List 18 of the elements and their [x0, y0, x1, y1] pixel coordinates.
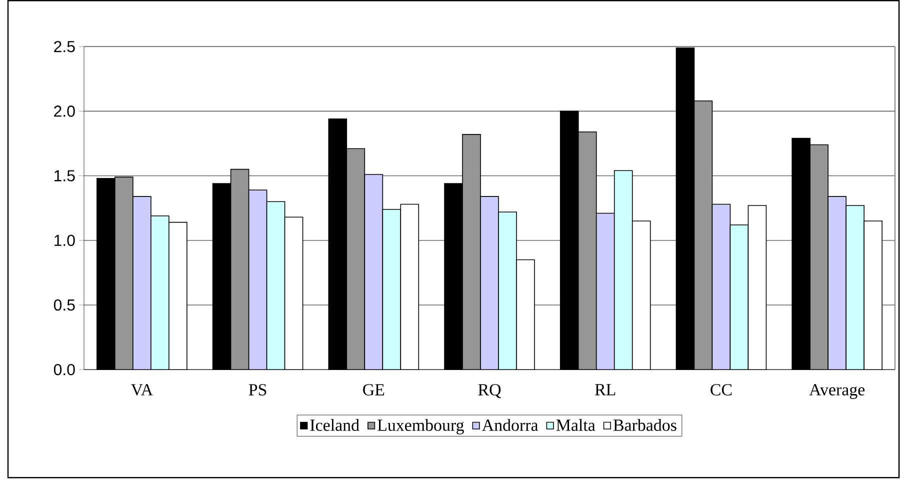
x-tick-label: CC: [710, 384, 732, 396]
legend-label: Barbados: [613, 419, 676, 432]
x-tick-label: RQ: [478, 384, 501, 398]
legend-label: Iceland: [310, 419, 360, 432]
y-tick-label: 1.5: [54, 170, 75, 182]
y-tick-label: 1.0: [54, 234, 75, 246]
x-tick-label: RL: [595, 384, 616, 396]
x-tick-label: VA: [130, 384, 153, 396]
y-tick-label: 0.0: [54, 364, 75, 376]
x-tick-label: GE: [363, 384, 384, 396]
x-tick-label: Average: [809, 384, 865, 400]
legend-label: Malta: [556, 419, 596, 432]
legend-label: Andorra: [482, 419, 538, 432]
y-tick-label: 2.5: [54, 41, 75, 52]
legend-label: Luxembourg: [378, 419, 464, 435]
y-tick-label: 2.0: [54, 106, 75, 118]
x-tick-label: PS: [248, 384, 266, 396]
y-tick-label: 0.5: [54, 300, 75, 311]
